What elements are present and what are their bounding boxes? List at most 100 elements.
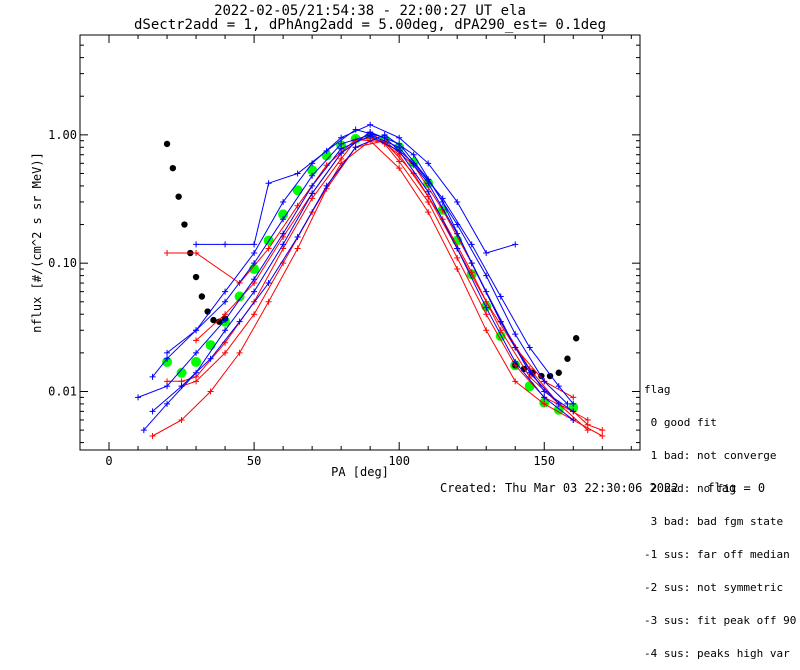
x-tick-label: 0 xyxy=(105,454,112,468)
series-line-5 xyxy=(167,138,589,421)
plot-area: 0 50 100 150 0.01 0.10 1.00 PA [deg] nflux [#/(c… xyxy=(30,34,641,479)
series-point xyxy=(309,160,316,167)
series-point xyxy=(207,355,214,362)
series-line-4 xyxy=(181,140,603,437)
series-point xyxy=(425,188,432,195)
series-point xyxy=(280,230,287,237)
series-point xyxy=(193,327,200,334)
series-point xyxy=(555,400,562,407)
series-point xyxy=(278,209,289,220)
legend-entry: -1 sus: far off median xyxy=(644,548,790,561)
series-point xyxy=(175,193,182,200)
series-point xyxy=(222,317,229,324)
series-point xyxy=(222,288,229,295)
series-point xyxy=(381,131,388,138)
legend-entry: 3 bad: bad fgm state xyxy=(644,515,784,528)
series-point xyxy=(541,388,548,395)
series-point xyxy=(497,318,504,325)
y-tick-label: 1.00 xyxy=(48,128,77,142)
series-point xyxy=(425,160,432,167)
series-point xyxy=(169,164,177,172)
series-point xyxy=(251,250,258,257)
series-point xyxy=(497,293,504,300)
series-point xyxy=(294,170,301,177)
series-point xyxy=(163,140,171,148)
series-point xyxy=(512,331,519,338)
series-point xyxy=(162,356,173,367)
series-point xyxy=(149,408,156,415)
series-point xyxy=(149,373,156,380)
series-point xyxy=(512,241,519,248)
legend-entry: -3 sus: fit peak off 90 xyxy=(644,614,797,627)
series-point xyxy=(222,349,229,356)
series-point xyxy=(176,367,187,378)
series-point xyxy=(454,245,461,252)
series-point xyxy=(164,349,171,356)
series-point xyxy=(555,369,562,376)
series-point xyxy=(439,198,446,205)
series-point xyxy=(294,233,301,240)
series-point xyxy=(193,378,200,385)
series-point xyxy=(599,427,606,434)
series-point xyxy=(164,400,171,407)
chart-subtitle: dSectr2add = 1, dPhAng2add = 5.00deg, dP… xyxy=(133,17,606,33)
series-point xyxy=(483,304,490,311)
series-point xyxy=(512,378,519,385)
series-point xyxy=(265,280,272,287)
series-point xyxy=(251,276,258,283)
series-point xyxy=(280,198,287,205)
series-point xyxy=(352,144,359,151)
footer: Created: Thu Mar 03 22:30:06 2022 flag =… xyxy=(440,481,765,495)
series-point xyxy=(210,316,217,324)
series-point xyxy=(181,221,188,228)
series-point xyxy=(483,311,490,318)
chart-title: 2022-02-05/21:54:38 - 22:00:27 UT ela xyxy=(214,3,526,19)
series-point xyxy=(425,209,432,216)
series-point xyxy=(396,158,403,165)
series-point xyxy=(222,298,229,305)
series-point xyxy=(205,340,216,351)
series-point xyxy=(410,151,417,158)
series-point xyxy=(265,298,272,305)
series-point xyxy=(309,172,316,179)
series-point xyxy=(454,198,461,205)
series-point xyxy=(454,254,461,261)
series-point xyxy=(280,241,287,248)
y-tick-label: 0.10 xyxy=(48,256,77,270)
flag-legend: flag 0 good fit 1 bad: not converge 2 ba… xyxy=(644,362,796,670)
series-point xyxy=(584,427,591,434)
series-point xyxy=(564,400,571,407)
series-point xyxy=(468,260,475,267)
series-point xyxy=(483,298,490,305)
x-axis-label: PA [deg] xyxy=(331,465,389,479)
legend-title: flag xyxy=(644,383,671,396)
series-point xyxy=(454,266,461,273)
series-point xyxy=(570,408,577,415)
series-point xyxy=(164,250,171,257)
series-point xyxy=(222,327,229,334)
series-point xyxy=(454,221,461,228)
series-point xyxy=(236,349,243,356)
x-tick-label: 100 xyxy=(388,454,410,468)
series-point xyxy=(198,293,206,300)
series-point xyxy=(294,245,301,252)
series-point xyxy=(207,388,214,395)
series-point xyxy=(135,394,142,401)
series-point xyxy=(251,288,258,295)
footer-flag: flag = 0 xyxy=(707,481,766,495)
series-line-9 xyxy=(137,135,574,421)
series-point xyxy=(265,180,272,187)
series-point xyxy=(396,134,403,141)
legend-entry: 0 good fit xyxy=(644,416,717,429)
legend-entry: 1 bad: not converge xyxy=(644,449,777,462)
series-point xyxy=(599,432,606,439)
series-point xyxy=(323,182,330,189)
x-tick-label: 50 xyxy=(247,454,261,468)
series-point xyxy=(251,260,258,267)
series-point xyxy=(541,378,548,385)
series-point xyxy=(309,190,316,197)
y-tick-label: 0.01 xyxy=(48,384,77,398)
series-point xyxy=(555,383,562,390)
series-point xyxy=(570,394,577,401)
series-point xyxy=(178,416,185,423)
